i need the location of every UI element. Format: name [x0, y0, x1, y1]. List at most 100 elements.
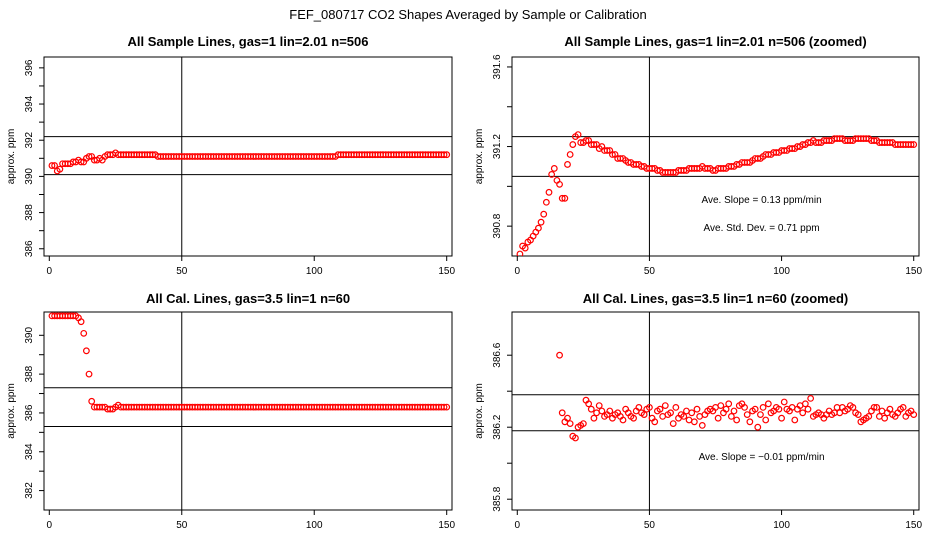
data-point	[590, 414, 598, 422]
y-tick-label: 390	[24, 327, 35, 344]
data-point	[801, 400, 809, 408]
data-point	[640, 411, 648, 419]
data-point	[804, 405, 812, 413]
data-point	[77, 158, 85, 166]
y-axis-label: approx. ppm	[474, 383, 485, 439]
data-point	[535, 224, 542, 232]
data-point	[579, 420, 587, 428]
figure-title: FEF_080717 CO2 Shapes Averaged by Sample…	[289, 7, 646, 22]
plot-frame	[511, 311, 920, 511]
data-point	[656, 405, 664, 413]
x-tick-label: 50	[176, 520, 188, 531]
y-tick-label: 391.2	[492, 134, 503, 159]
data-point	[566, 151, 574, 158]
x-tick-label: 100	[773, 520, 790, 531]
data-point	[56, 165, 64, 173]
data-points	[48, 312, 451, 413]
x-tick-label: 100	[306, 266, 323, 277]
data-point	[558, 409, 566, 417]
data-point	[545, 188, 553, 196]
data-point	[693, 405, 701, 413]
data-point	[886, 405, 894, 413]
data-point	[574, 131, 582, 139]
data-point	[680, 413, 688, 420]
plot-frame	[511, 56, 920, 257]
data-point	[537, 218, 545, 226]
x-tick-label: 150	[438, 520, 455, 531]
data-point	[865, 413, 873, 420]
data-point	[80, 329, 88, 337]
y-tick-label: 388	[24, 204, 35, 221]
data-point	[635, 404, 643, 411]
y-tick-label: 394	[24, 95, 35, 112]
data-point	[730, 407, 738, 415]
x-tick-label: 100	[306, 520, 323, 531]
chart-title: All Cal. Lines, gas=3.5 lin=1 n=60 (zoom…	[583, 291, 849, 306]
data-point	[48, 162, 56, 169]
data-point	[609, 151, 616, 158]
data-point	[82, 347, 90, 355]
y-tick-label: 382	[24, 482, 35, 499]
x-tick-label: 150	[438, 266, 455, 277]
x-tick-label: 50	[176, 266, 188, 277]
data-point	[548, 171, 556, 178]
data-point	[881, 414, 889, 422]
data-point	[566, 420, 574, 428]
data-point	[595, 402, 603, 410]
data-point	[759, 404, 767, 411]
data-point	[910, 141, 918, 148]
data-point	[714, 414, 722, 422]
data-point	[799, 409, 807, 417]
x-tick-label: 0	[515, 266, 521, 277]
data-point	[77, 318, 85, 326]
data-point	[764, 400, 772, 408]
data-point	[717, 402, 725, 410]
data-point	[754, 423, 762, 431]
data-point	[646, 404, 653, 411]
stat-annotation: Ave. Slope = −0.01 ppm/min	[699, 452, 825, 463]
data-point	[561, 194, 569, 202]
data-point	[572, 434, 579, 442]
x-tick-label: 0	[515, 520, 521, 531]
data-point	[733, 416, 741, 424]
data-point	[542, 198, 550, 206]
data-point	[587, 405, 595, 413]
data-point	[791, 416, 799, 424]
data-point	[556, 351, 563, 359]
data-point	[725, 400, 733, 408]
y-tick-label: 390.8	[492, 213, 503, 238]
data-point	[550, 165, 558, 172]
data-point	[564, 161, 571, 168]
y-axis-label: approx. ppm	[6, 383, 17, 439]
x-tick-label: 150	[905, 520, 922, 531]
data-points	[48, 149, 451, 175]
chart-panel-1: All Sample Lines, gas=1 lin=2.01 n=506 0 5…	[6, 34, 455, 277]
x-tick-label: 50	[644, 266, 656, 277]
chart-panel-3: All Cal. Lines, gas=3.5 lin=1 n=60 0 50 100…	[6, 291, 455, 531]
data-point	[569, 141, 577, 148]
y-tick-label: 392	[24, 131, 35, 148]
data-point	[688, 409, 696, 417]
x-tick-label: 0	[47, 520, 53, 531]
data-point	[440, 403, 448, 411]
data-point	[775, 405, 783, 413]
data-point	[440, 151, 448, 159]
data-point	[690, 418, 698, 426]
data-point	[598, 407, 606, 415]
x-tick-label: 50	[644, 520, 656, 531]
data-point	[780, 398, 788, 406]
data-point	[521, 244, 529, 252]
y-tick-label: 384	[24, 443, 35, 460]
data-point	[85, 370, 93, 378]
y-tick-label: 390	[24, 168, 35, 185]
data-point	[540, 210, 548, 218]
data-point	[910, 411, 918, 419]
chart-title: All Sample Lines, gas=1 lin=2.01 n=506 (…	[564, 34, 866, 49]
data-point	[558, 194, 566, 202]
y-axis-label: approx. ppm	[6, 129, 17, 185]
data-point	[778, 414, 785, 422]
y-tick-label: 391.6	[492, 54, 503, 79]
data-point	[807, 395, 815, 402]
data-point	[722, 405, 730, 413]
